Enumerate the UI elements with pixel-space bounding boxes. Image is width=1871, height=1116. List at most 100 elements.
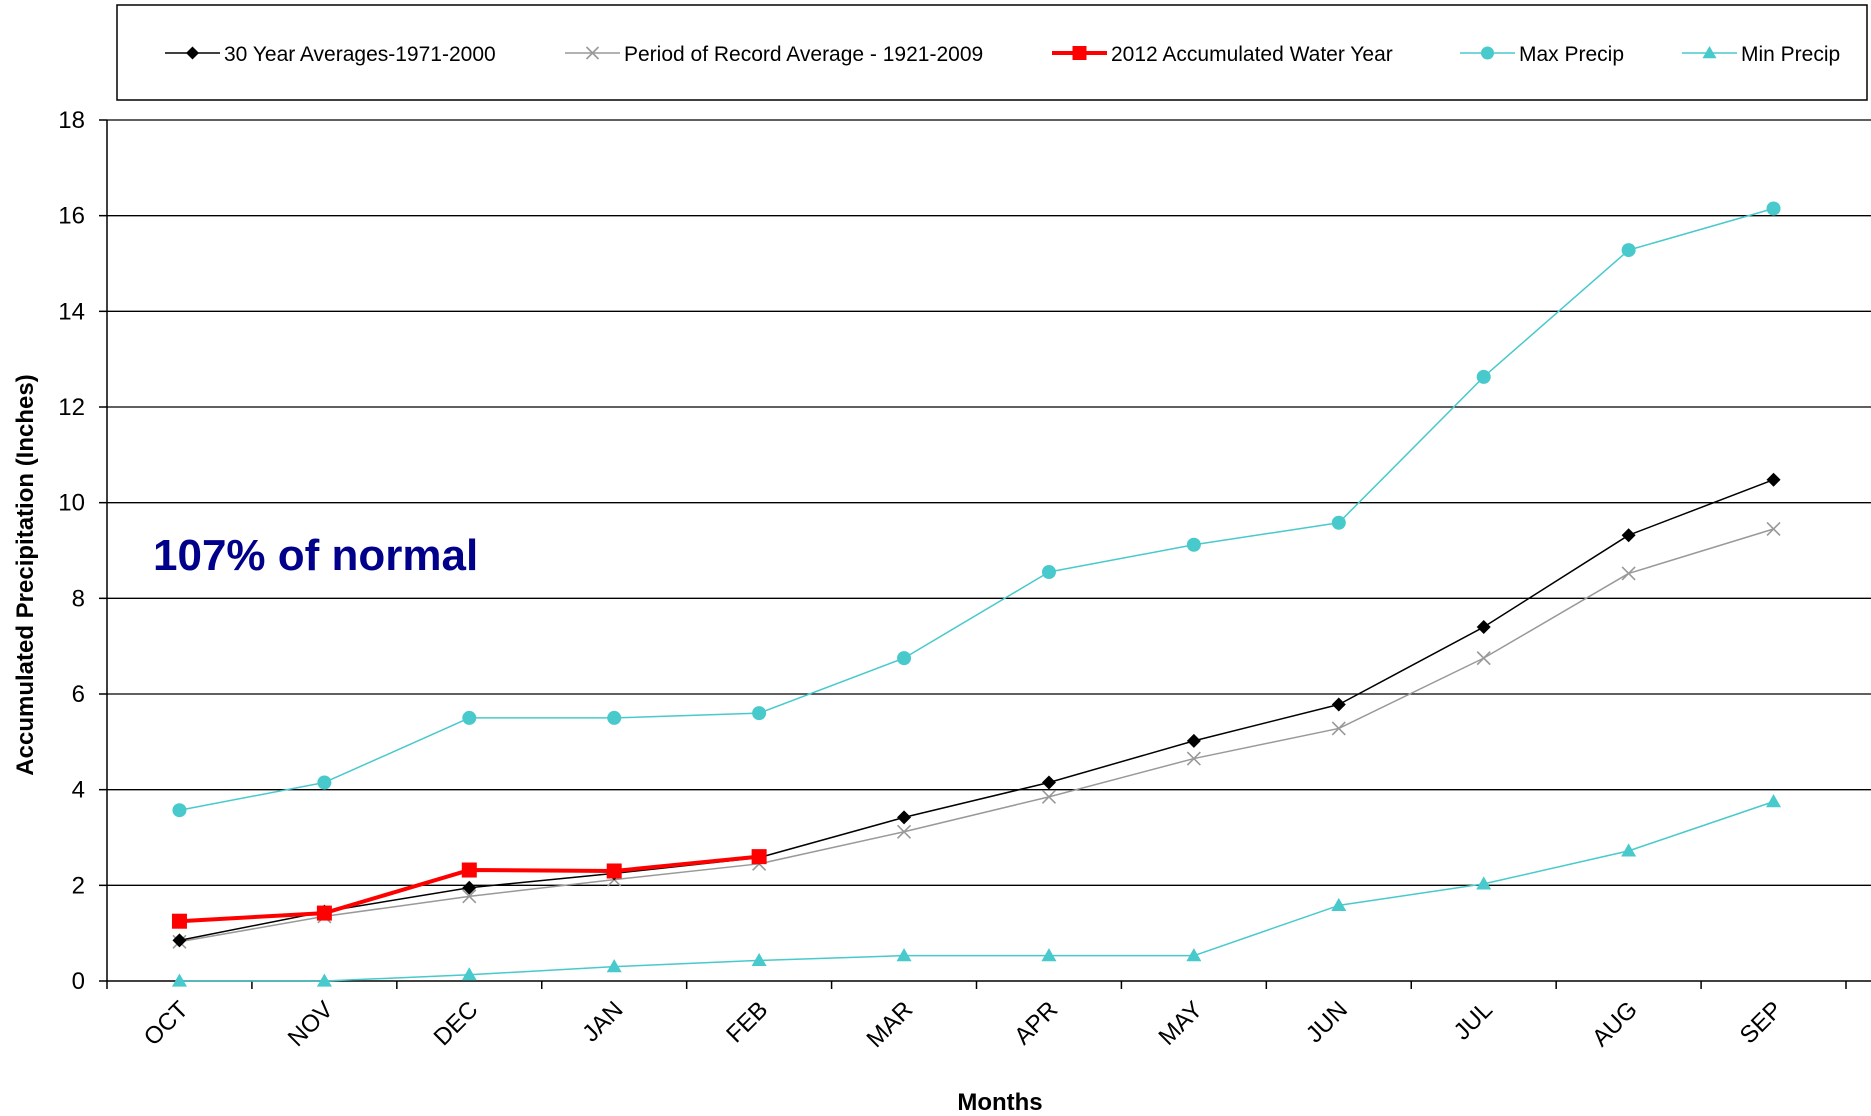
legend-item: 30 Year Averages-1971-2000 [165,43,496,66]
legend-box [116,4,1868,101]
legend-item: 2012 Accumulated Water Year [1052,43,1393,66]
data-point [1621,243,1636,258]
series-min-precip [171,794,1782,987]
x-axis-ticks: OCT NOV DEC JAN FEB MAR APR MAY JUN JUL AUG SEP [106,981,1847,1053]
data-point [1041,789,1057,804]
x-tick-label: SEP [1735,996,1788,1049]
data-point [1766,201,1781,216]
legend-item: Min Precip [1682,43,1840,66]
x-tick-label: JAN [577,996,628,1047]
legend: 30 Year Averages-1971-2000 Period of Reco… [165,43,1840,66]
series-30-year-averages-1971-2000 [172,472,1781,948]
data-point [1476,369,1491,384]
data-point [1766,521,1781,537]
data-point [1476,620,1491,635]
x-axis-title: Months [957,1089,1042,1116]
series-line [179,207,1774,811]
data-point [1331,897,1347,912]
x-tick-label: DEC [429,996,484,1051]
data-point [317,775,332,790]
legend-label: Max Precip [1519,43,1624,66]
data-point [171,973,187,987]
data-point [751,952,767,967]
data-point [462,710,477,725]
data-point [1766,472,1781,487]
y-tick-label: 14 [58,298,85,325]
data-point [316,973,332,987]
series-line [179,800,1774,982]
legend-swatch-marker [1072,46,1087,60]
y-tick-label: 6 [72,681,85,708]
series-2012-accumulated-water-year [171,849,767,929]
data-point [462,889,477,904]
data-point [1041,775,1056,790]
y-tick-label: 12 [58,394,85,421]
y-tick-label: 2 [72,872,85,899]
series-max-precip [172,201,1781,818]
legend-swatch-marker [1481,46,1494,60]
x-tick-label: MAR [861,996,918,1053]
y-tick-label: 18 [58,107,85,134]
legend-label: Period of Record Average - 1921-2009 [624,43,983,66]
data-point [1331,721,1346,736]
data-point [1766,794,1782,808]
data-point [316,905,332,921]
data-point [461,967,477,981]
y-axis-title: Accumulated Precipitation (Inches) [12,374,39,775]
data-point [751,849,767,865]
y-tick-label: 10 [58,490,85,517]
data-point [1041,565,1056,580]
data-point [1186,948,1202,962]
data-point [1476,651,1491,666]
legend-label: Min Precip [1741,43,1840,66]
data-point [752,706,767,721]
axes [106,120,1871,982]
data-point [1041,948,1057,962]
data-point [171,913,187,929]
data-point [1186,751,1201,766]
legend-item: Period of Record Average - 1921-2009 [565,43,983,66]
data-point [896,824,912,839]
y-tick-label: 0 [72,968,85,995]
data-point [1621,566,1636,581]
data-point [1186,733,1201,748]
legend-label: 30 Year Averages-1971-2000 [224,43,496,66]
data-point [607,710,622,725]
data-point [461,862,477,878]
data-point [1621,843,1637,857]
data-point [606,959,622,973]
x-tick-label: JUL [1449,996,1498,1045]
gridlines [107,119,1871,886]
x-tick-label: NOV [283,996,339,1052]
legend-swatch-marker [186,46,199,60]
x-tick-label: FEB [721,996,773,1048]
x-tick-label: OCT [139,996,194,1051]
y-tick-label: 4 [72,777,85,804]
data-point [606,863,622,879]
percent-of-normal-annotation: 107% of normal [153,531,478,580]
series [171,201,1782,987]
legend-item: Max Precip [1460,43,1624,66]
data-point [897,651,912,666]
series-line [179,528,1774,943]
series-line [179,479,1774,942]
x-tick-label: MAY [1154,996,1209,1051]
y-tick-label: 16 [58,203,85,230]
data-point [1186,537,1201,552]
data-point [172,933,187,948]
data-point [896,948,912,962]
data-point [172,803,187,818]
data-point [462,880,477,895]
data-point [1331,697,1346,712]
legend-label: 2012 Accumulated Water Year [1111,43,1393,66]
data-point [1476,876,1492,890]
series-period-of-record-average-1921-2009 [172,521,1781,949]
data-point [1621,528,1636,543]
data-point [1331,515,1346,530]
y-tick-label: 8 [72,585,85,612]
y-axis-ticks: 0 2 4 6 8 10 12 14 16 18 [58,107,107,995]
x-tick-label: AUG [1587,996,1643,1052]
legend-swatch-marker [1702,46,1717,59]
data-point [897,810,912,825]
